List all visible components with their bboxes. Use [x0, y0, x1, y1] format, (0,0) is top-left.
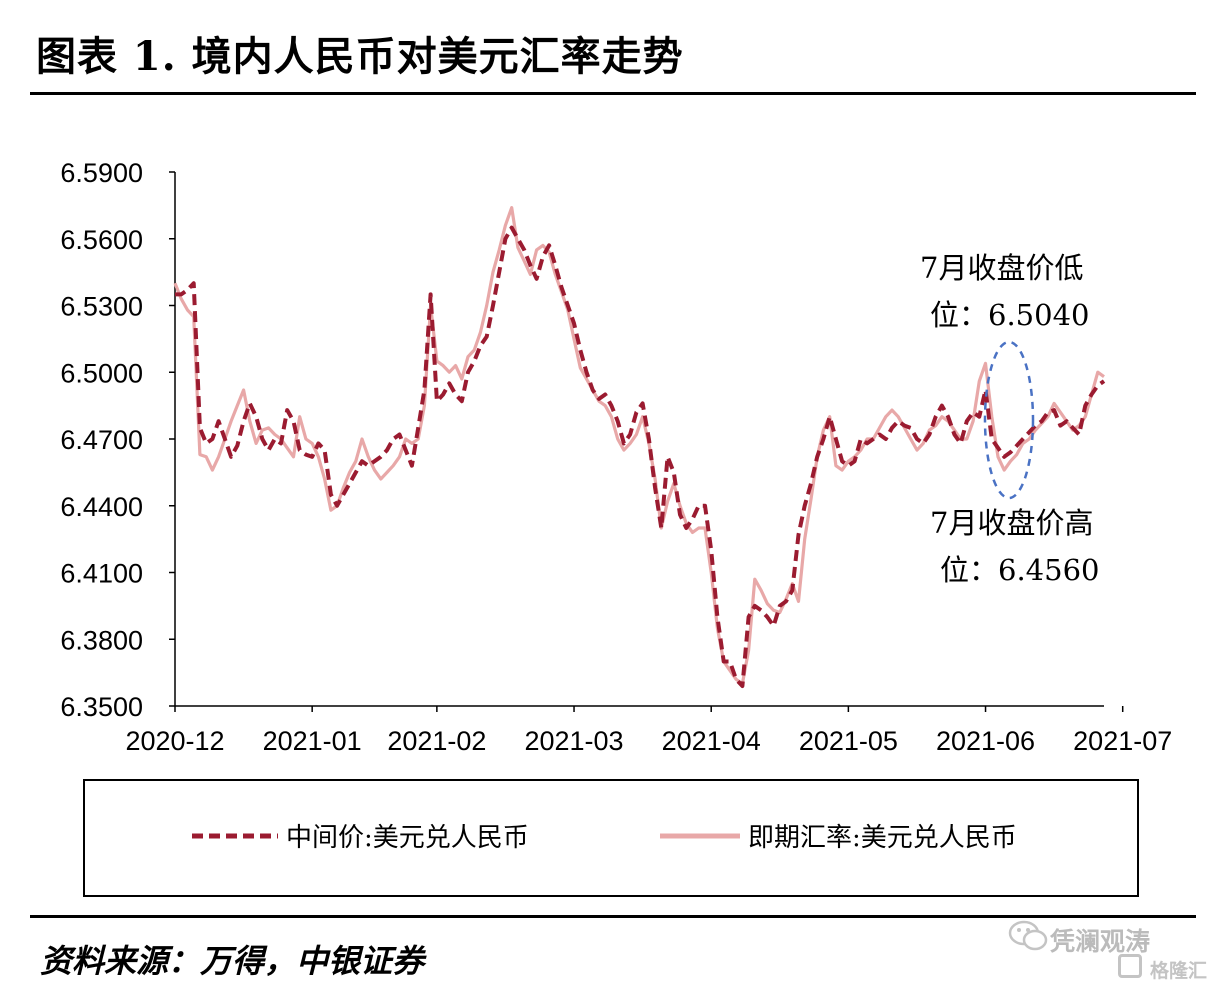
y-tick-label: 6.5600 — [60, 225, 143, 255]
highlight-ellipse — [983, 340, 1035, 500]
annotation-high-line1: 7月收盘价高 — [930, 506, 1093, 540]
legend-label-mid: 中间价:美元兑人民币 — [286, 823, 529, 853]
exchange-rate-chart: 6.5900 6.5600 6.5300 6.5000 6.4700 6.4400 6.41… — [60, 158, 1172, 897]
x-tick-label: 2021-01 — [263, 726, 362, 756]
x-tick-label: 2021-05 — [799, 726, 898, 756]
y-tick-label: 6.5300 — [60, 292, 143, 322]
series-line-mid — [175, 225, 1106, 688]
x-tick-label: 2021-07 — [1073, 726, 1172, 756]
wechat-icon — [1008, 920, 1048, 951]
x-tick-label: 2021-06 — [936, 726, 1035, 756]
x-tick-label: 2021-03 — [524, 726, 623, 756]
legend-label-spot: 即期汇率:美元兑人民币 — [748, 823, 1017, 853]
y-tick-label: 6.3500 — [60, 692, 143, 722]
x-axis: 2020-12 2021-01 2021-02 2021-03 2021-04 2021-… — [125, 705, 1172, 756]
watermark-site: 格隆汇 — [1150, 960, 1208, 982]
annotation-high-line2: 位：6.4560 — [940, 553, 1099, 587]
x-tick-label: 2021-02 — [387, 726, 486, 756]
y-tick-label: 6.5900 — [60, 158, 143, 188]
source-note: 资料来源：万得，中银证券 — [40, 942, 425, 980]
top-rule — [30, 92, 1196, 95]
y-tick-label: 6.4700 — [60, 425, 143, 455]
annotation-low-line1: 7月收盘价低 — [920, 251, 1083, 285]
annotation-low-line2: 位：6.5040 — [930, 298, 1089, 332]
y-tick-label: 6.4400 — [60, 492, 143, 522]
figure-title: 图表 1. 境内人民币对美元汇率走势 — [36, 33, 684, 80]
y-axis: 6.5900 6.5600 6.5300 6.5000 6.4700 6.4400 6.41… — [60, 158, 176, 722]
watermark-author: 凭澜观涛 — [1050, 927, 1151, 956]
x-tick-label: 2020-12 — [125, 726, 224, 756]
y-tick-label: 6.5000 — [60, 358, 143, 388]
bottom-rule — [30, 915, 1196, 918]
y-tick-label: 6.4100 — [60, 559, 143, 589]
x-tick-label: 2021-04 — [662, 726, 761, 756]
gelonghui-logo-icon — [1118, 954, 1142, 978]
legend-box — [83, 779, 1139, 897]
y-tick-label: 6.3800 — [60, 625, 143, 655]
legend: 中间价:美元兑人民币 即期汇率:美元兑人民币 — [83, 779, 1139, 897]
series-layer — [173, 206, 1106, 688]
annotations: 7月收盘价低 位：6.5040 7月收盘价高 位：6.4560 — [920, 251, 1099, 587]
